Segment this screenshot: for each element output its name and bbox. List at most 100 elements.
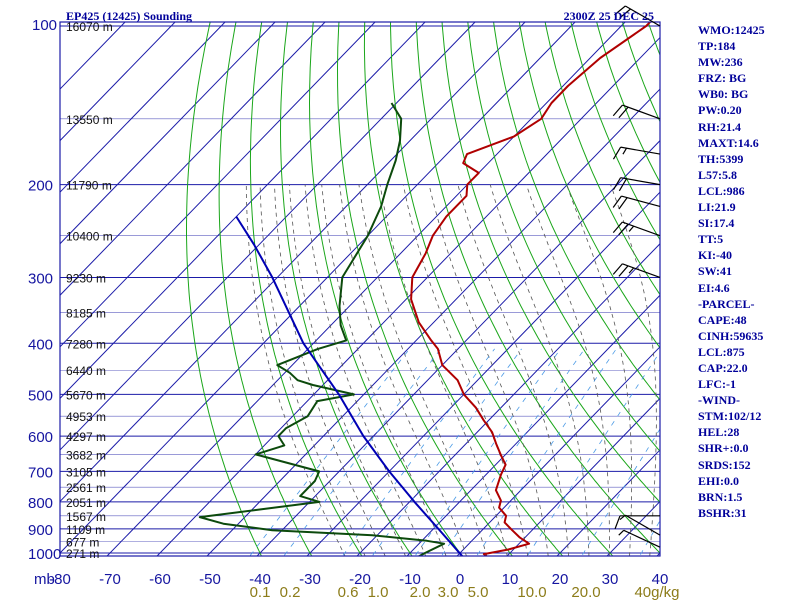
moist-adiabat-line: [402, 184, 529, 556]
mixing-ratio-label: 5.0: [468, 584, 489, 600]
moist-adiabat-line: [379, 184, 508, 556]
mixing-ratio-label: 20.0: [571, 584, 600, 600]
stat-line: MAXT:14.6: [698, 135, 759, 150]
wind-barb-flag: [614, 5, 626, 16]
moist-adiabat-line: [566, 184, 632, 556]
height-label: 3105 m: [66, 465, 106, 479]
temperature-tick-label: -10: [399, 571, 421, 588]
stat-line: FRZ: BG: [698, 71, 747, 86]
stat-line: HEL:28: [698, 425, 740, 440]
stat-line: KI:-40: [698, 248, 732, 263]
mixing-ratio-label: 3.0: [438, 584, 459, 600]
temperature-tick-label: -20: [349, 571, 371, 588]
wind-barb: [618, 529, 661, 548]
temperature-tick-label: -80: [49, 571, 71, 588]
stat-line: LI:21.9: [698, 200, 736, 215]
wind-barb-flag: [628, 267, 635, 274]
isotherm-line: [60, 22, 326, 296]
stat-line: STM:102/12: [698, 409, 762, 424]
isotherm-line: [60, 22, 426, 400]
wind-barb: [612, 146, 661, 160]
stat-line: TH:5399: [698, 151, 744, 166]
height-label: 1109 m: [66, 523, 105, 537]
mixing-ratio-label: 40g/kg: [634, 584, 679, 600]
height-label: 2051 m: [66, 496, 106, 510]
pressure-tick-label: 600: [28, 429, 53, 446]
temperature-tick-label: 40: [652, 571, 669, 588]
wind-barb-staff: [622, 263, 661, 279]
height-label: 16070 m: [66, 20, 113, 34]
stat-line: WMO:12425: [698, 23, 765, 37]
wind-barb: [612, 104, 661, 120]
dry-adiabat-line: [279, 22, 413, 556]
dry-adiabat-line: [441, 22, 660, 503]
temperature-tick-label: -60: [149, 571, 171, 588]
stat-line: SI:17.4: [698, 216, 735, 231]
wind-barb-staff: [625, 5, 661, 27]
temperature-tick-label: -40: [249, 571, 271, 588]
wind-barb-flag: [619, 8, 631, 19]
wind-barb-staff: [621, 195, 661, 208]
mixing-ratio-label: 2.0: [410, 584, 431, 600]
height-label: 4953 m: [66, 410, 106, 424]
stat-line: SRDS:152: [698, 457, 751, 472]
stat-line: SHR+:0.0: [698, 441, 749, 456]
stat-line: L57:5.8: [698, 167, 737, 182]
moist-adiabat-line: [489, 184, 590, 556]
stat-line: SW:41: [698, 264, 733, 279]
pressure-tick-label: 500: [28, 387, 53, 404]
stat-line: -PARCEL-: [698, 296, 755, 311]
stats-panel: WMO:12425 TP:184 MW:236 FRZ: BG WB0: BG PW:0.…: [698, 22, 798, 521]
height-label: 1567 m: [66, 510, 106, 524]
stat-line: -WIND-: [698, 393, 740, 408]
mixing-ratio-label: 10.0: [517, 584, 546, 600]
wind-barb-flag: [622, 147, 628, 155]
stat-line: WB0: BG: [698, 87, 749, 102]
stat-line: LFC:-1: [698, 377, 736, 392]
wind-barb-staff: [622, 221, 661, 237]
wind-barb-flag: [618, 223, 629, 236]
grid-layer: [60, 22, 660, 556]
isotherm-line: [506, 397, 660, 556]
moist-adiabat-line: [304, 184, 427, 556]
isotherm-line: [60, 22, 226, 193]
wind-barb-flag: [618, 106, 629, 119]
isotherm-line: [156, 36, 660, 556]
isotherm-line: [60, 22, 376, 348]
wind-barb-flag: [628, 225, 635, 232]
temperature-tick-label: 20: [552, 571, 569, 588]
pressure-tick-label: 900: [28, 522, 53, 539]
isotherm-line: [356, 243, 660, 556]
dry-adiabat-line: [218, 22, 313, 556]
temperature-tick-label: -50: [199, 571, 221, 588]
stat-line: LCL:875: [698, 344, 745, 359]
dry-adiabat-line: [415, 22, 660, 554]
wind-barb: [612, 177, 661, 192]
wind-barb-flag: [612, 177, 622, 191]
isotherm-line: [206, 88, 660, 556]
stat-line: CAP:22.0: [698, 360, 748, 375]
height-label: 11790 m: [66, 179, 112, 193]
mixing-ratio-label: 1.0: [368, 584, 389, 600]
stat-line: TP:184: [698, 39, 736, 54]
moist-adiabat-line: [358, 184, 488, 556]
dry-adiabat-line: [308, 22, 463, 556]
isotherm-line: [306, 191, 660, 556]
wind-barb-staff: [623, 529, 661, 548]
isotherm-line: [60, 22, 476, 451]
stat-line: EI:4.6: [698, 280, 730, 295]
isotherm-line: [456, 346, 660, 556]
plot-frame: [59, 21, 661, 557]
height-label: 7280 m: [66, 337, 106, 351]
moist-adiabat-line: [526, 184, 610, 556]
height-label: 4297 m: [66, 430, 106, 444]
pressure-tick-label: 700: [28, 464, 53, 481]
stat-line: PW:0.20: [698, 103, 742, 118]
pressure-tick-label: 300: [28, 270, 53, 287]
height-label: 13550 m: [66, 113, 113, 127]
moist-adiabat-line: [259, 184, 366, 556]
isotherm-line: [60, 22, 126, 90]
stat-line: RH:21.4: [698, 119, 741, 134]
stat-line: CAPE:48: [698, 312, 747, 327]
